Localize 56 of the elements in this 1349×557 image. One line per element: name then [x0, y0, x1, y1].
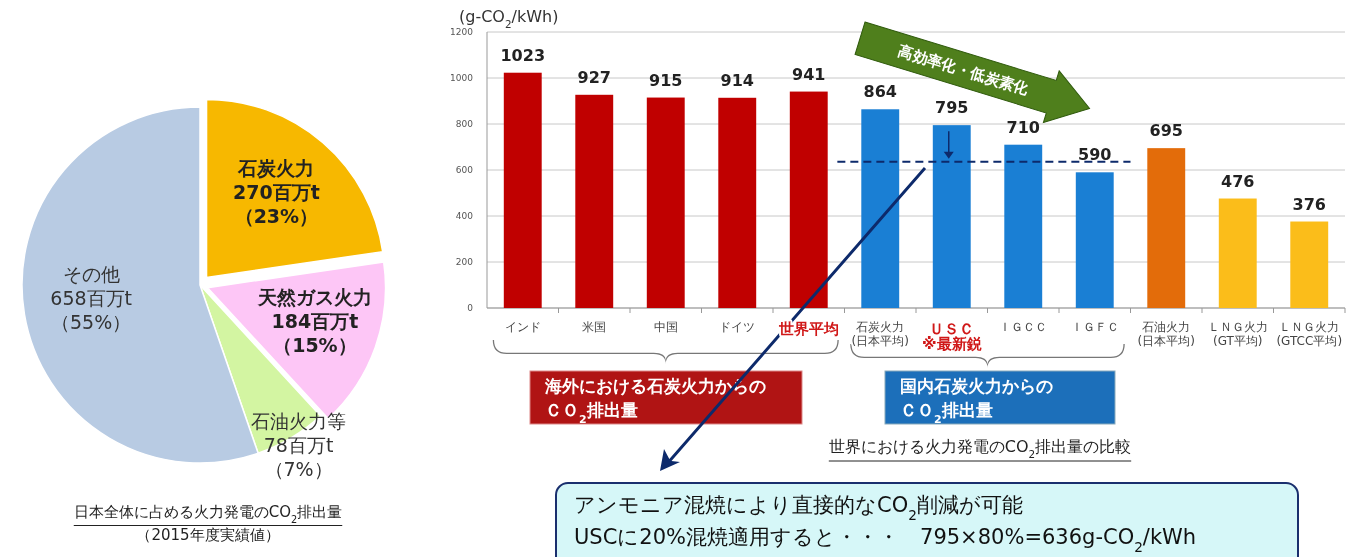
annotation: 高効率化・低炭素化 — [896, 41, 1032, 99]
bar — [575, 94, 614, 308]
slice-label: 石油火力等 — [251, 410, 347, 433]
data-label: 476 — [1221, 171, 1255, 191]
text: アンモニア混焼により直接的なCO$_{2}$削減が可能 USCに20%混焼適用すると・・・ 795×80%=636g-CO$_{2}$/kWh — [574, 493, 1197, 555]
bar — [932, 125, 971, 308]
x-tick-label: ＩＧＦＣ — [1070, 320, 1119, 334]
data-label: 270百万t （23%） — [233, 180, 320, 227]
x-tick-label: ＬＮＧ火力 (GT平均) — [1207, 320, 1268, 348]
text: 日本全体に占める火力発電のCO$_{2}$排出量 — [73, 503, 343, 525]
data-label: 658百万t （55%） — [50, 287, 133, 334]
bar — [503, 72, 542, 308]
bar — [1075, 172, 1114, 308]
x-tick-label: 中国 — [653, 320, 678, 334]
data-label: 184百万t （15%） — [271, 309, 359, 356]
data-label: 695 — [1149, 121, 1183, 141]
text: 国内石炭火力からのＣＯ$_{2}$排出量 — [900, 376, 1053, 426]
x-tick-label: ＵＳＣ ※最新鋭 — [921, 320, 982, 353]
data-label: 590 — [1078, 145, 1112, 165]
data-label: 914 — [720, 70, 754, 90]
bar — [861, 109, 900, 308]
data-label: 376 — [1292, 194, 1326, 214]
slice-label: 天然ガス火力 — [256, 285, 372, 308]
bar — [1290, 221, 1329, 308]
data-label: 941 — [792, 64, 826, 84]
y-tick-label: 200 — [455, 257, 474, 267]
data-label: 795 — [935, 98, 969, 118]
x-tick-label: ＩＧＣＣ — [999, 320, 1048, 334]
x-tick-label: インド — [504, 320, 541, 334]
y-tick-label: 600 — [455, 165, 474, 175]
bar — [646, 97, 685, 308]
data-label: 915 — [649, 70, 683, 90]
y-tick-label: 400 — [455, 211, 474, 221]
y-tick-label: 1200 — [450, 27, 474, 37]
slice-label: 石炭火力 — [237, 156, 315, 179]
x-tick-label: 石油火力 (日本平均) — [1137, 320, 1195, 348]
bar — [1004, 144, 1043, 308]
bar — [718, 97, 757, 308]
x-tick-label: 米国 — [582, 320, 607, 334]
y-tick-label: 1000 — [450, 73, 474, 83]
bar — [789, 91, 828, 308]
data-label: 710 — [1006, 117, 1040, 137]
y-tick-label: 800 — [455, 119, 474, 129]
text: 世界における火力発電のCO$_{2}$排出量の比較 — [828, 437, 1132, 460]
x-tick-label: ドイツ — [719, 320, 756, 334]
bar — [1147, 148, 1186, 308]
x-tick-label: 石炭火力 (日本平均) — [851, 320, 909, 348]
data-label: 1023 — [500, 45, 546, 65]
data-label: 78百万t （7%） — [263, 434, 334, 481]
data-label: 927 — [577, 67, 611, 87]
data-label: 864 — [863, 82, 897, 102]
text: （2015年度実績値） — [136, 526, 280, 544]
slice-label: その他 — [62, 263, 120, 286]
x-tick-label: ＬＮＧ火力 (GTCC平均) — [1276, 320, 1343, 348]
y-tick-label: 0 — [467, 303, 474, 313]
bar — [1218, 198, 1257, 308]
